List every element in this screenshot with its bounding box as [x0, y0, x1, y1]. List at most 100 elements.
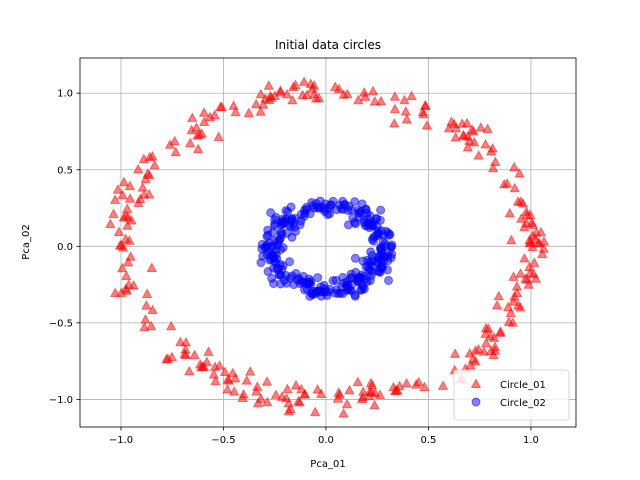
x-tick-label: 0.0 [318, 435, 334, 446]
legend-box [453, 369, 570, 421]
data-point [296, 383, 307, 394]
data-point [117, 189, 128, 200]
data-point [485, 330, 496, 341]
x-tick-label: −1.0 [109, 435, 133, 446]
data-point [375, 215, 385, 225]
data-points [105, 76, 550, 418]
data-point [113, 226, 125, 236]
data-point [389, 103, 401, 114]
data-point [514, 168, 525, 178]
data-point [524, 234, 535, 245]
data-point [417, 106, 429, 117]
grid-lines [80, 58, 576, 427]
data-point [214, 360, 225, 370]
data-point [287, 94, 298, 105]
data-point [255, 88, 267, 99]
data-point [269, 90, 281, 100]
data-point [192, 143, 204, 154]
data-point [502, 301, 514, 312]
data-point [336, 288, 346, 298]
data-point [210, 375, 221, 386]
data-point [374, 389, 386, 399]
series-circle-01 [105, 76, 550, 418]
data-point [419, 381, 430, 392]
data-point [495, 326, 506, 336]
data-point [352, 376, 364, 387]
data-point [515, 301, 526, 312]
data-point [369, 399, 380, 410]
data-point [529, 257, 540, 267]
data-point [533, 237, 544, 248]
y-tick-label: −0.5 [49, 318, 73, 329]
data-point [263, 80, 275, 90]
data-point [184, 365, 195, 376]
data-point [215, 101, 226, 112]
data-point [314, 203, 324, 213]
data-point [344, 384, 355, 395]
data-point [519, 221, 530, 232]
data-point [468, 125, 479, 136]
data-point [364, 386, 375, 397]
data-point [250, 98, 262, 109]
data-point [109, 194, 121, 204]
data-point [121, 285, 133, 295]
data-point [257, 244, 267, 254]
data-point [125, 251, 136, 261]
data-point [515, 268, 526, 278]
data-point [367, 85, 379, 96]
data-point [480, 337, 492, 348]
data-point [292, 275, 302, 285]
data-point [421, 119, 433, 130]
data-point [312, 384, 323, 394]
data-point [180, 349, 192, 359]
data-point [487, 142, 498, 153]
data-point [191, 122, 202, 132]
data-point [298, 76, 310, 86]
data-point [480, 328, 491, 338]
data-point [118, 176, 130, 187]
data-point [376, 205, 386, 215]
data-point [186, 124, 197, 135]
x-tick-label: 0.5 [420, 435, 436, 446]
data-point [538, 243, 549, 253]
data-point [139, 321, 150, 332]
data-point [252, 397, 264, 408]
data-point [378, 237, 388, 247]
data-point [437, 380, 449, 390]
data-point [285, 257, 295, 267]
data-point [241, 375, 252, 385]
data-point [446, 116, 457, 126]
data-point [141, 299, 152, 310]
data-point [516, 213, 527, 223]
data-point [505, 307, 516, 318]
data-point [305, 78, 316, 89]
data-point [263, 267, 273, 277]
data-point [334, 389, 345, 399]
data-point [147, 304, 158, 315]
data-point [245, 365, 256, 376]
legend-label: Circle_02 [500, 398, 546, 409]
data-point [478, 346, 490, 356]
data-point [350, 197, 360, 207]
data-point [146, 262, 158, 272]
data-point [523, 279, 534, 289]
data-point [449, 348, 461, 358]
data-point [350, 217, 360, 227]
data-point [278, 243, 288, 253]
data-point [400, 105, 411, 116]
data-point [338, 408, 349, 418]
data-point [329, 81, 341, 91]
data-point [509, 182, 521, 193]
data-point [506, 234, 517, 245]
data-point [299, 388, 311, 399]
data-point [502, 178, 513, 188]
data-point [308, 88, 320, 99]
plot-frame [79, 57, 577, 428]
data-point [493, 290, 505, 301]
data-point [339, 278, 349, 288]
data-point [350, 253, 360, 263]
data-point [124, 193, 136, 203]
data-point [122, 203, 133, 213]
data-point [267, 250, 277, 260]
